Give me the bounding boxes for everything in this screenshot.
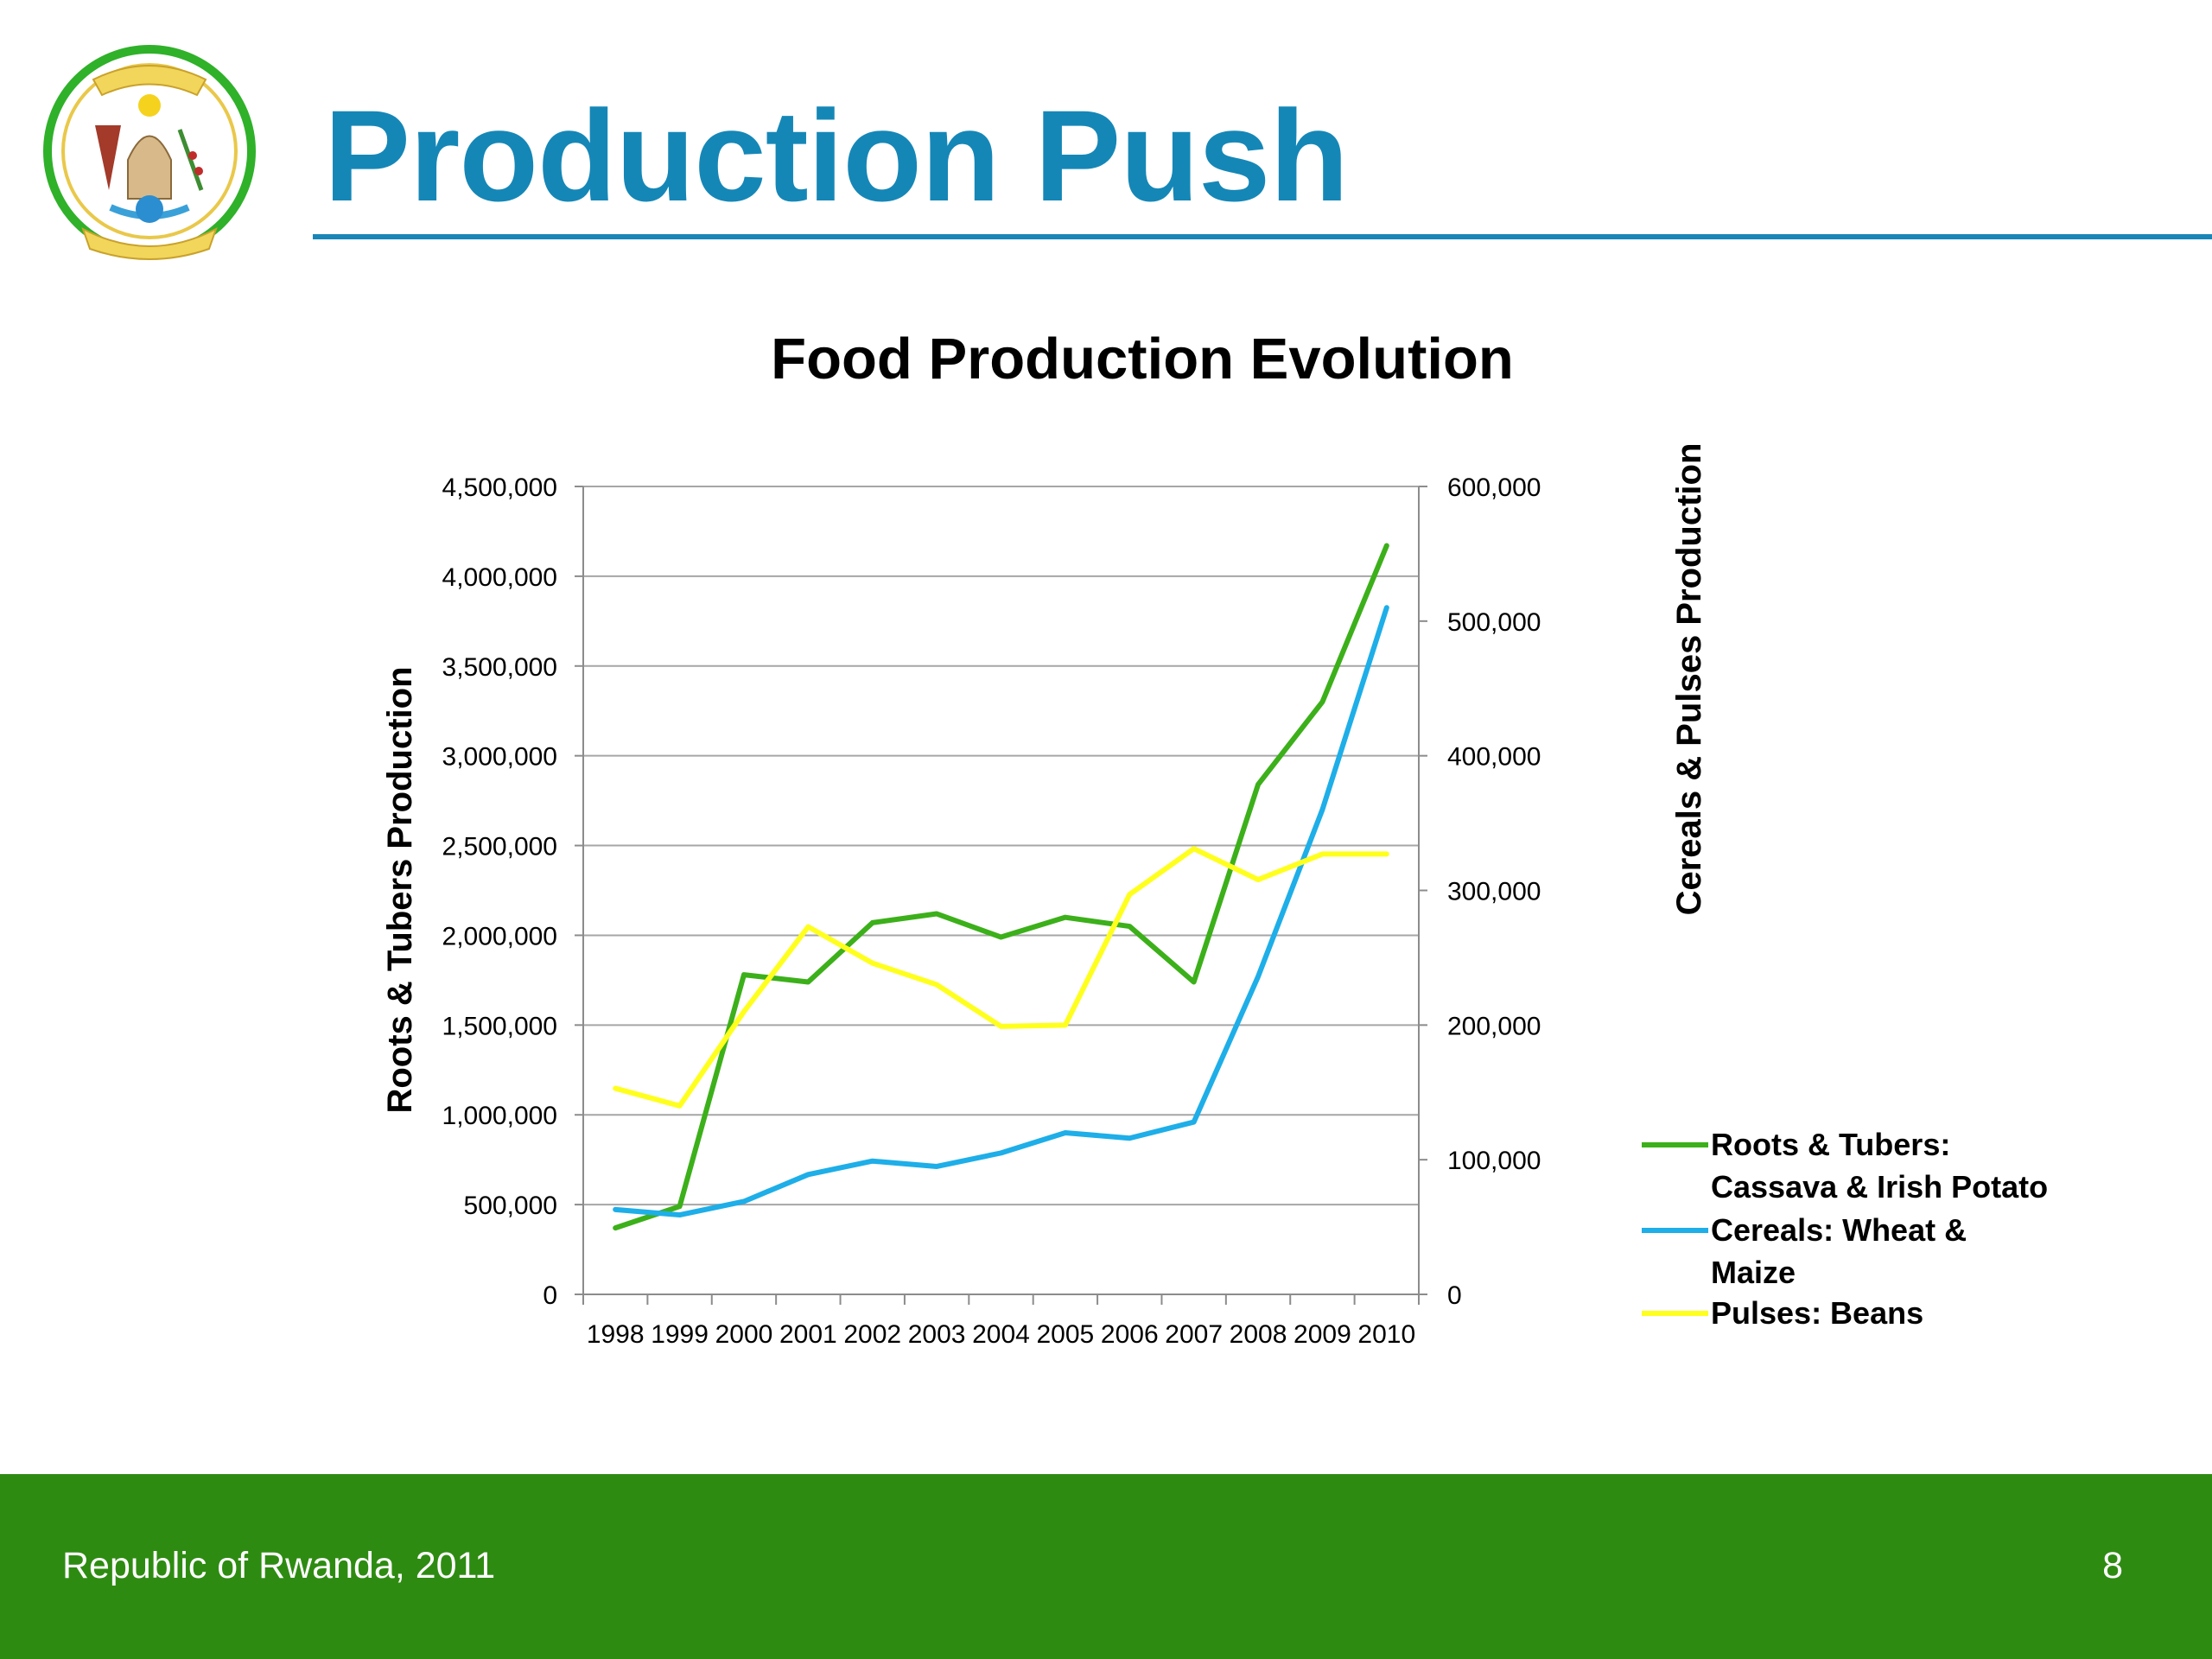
x-tick-label: 2007: [1165, 1320, 1223, 1349]
x-tick-label: 2010: [1357, 1320, 1415, 1349]
legend: Roots & Tubers: Cassava & Irish Potato Cer…: [1642, 1127, 2048, 1331]
food-production-chart: Food Production Evolution Roots & Tubers…: [381, 327, 2048, 1349]
series-lines: [613, 543, 1389, 1231]
x-tick-label: 2003: [908, 1320, 966, 1349]
y-left-tick-label: 3,000,000: [442, 743, 557, 772]
legend-label-line: Cereals: Wheat &: [1711, 1212, 1967, 1248]
y-left-tick-label: 4,000,000: [442, 563, 557, 592]
x-tick-label: 2004: [972, 1320, 1030, 1349]
y-left-tick-label: 0: [543, 1281, 557, 1310]
x-tick-label: 1998: [587, 1320, 645, 1349]
legend-label-line: Cassava & Irish Potato: [1711, 1169, 2048, 1205]
y-right-tick-label: 300,000: [1447, 878, 1541, 906]
y-axis-right-ticks: 0 100,000 200,000 300,000 400,000 500,000 600,…: [1419, 474, 1541, 1310]
legend-label: Cereals: Wheat & Maize: [1711, 1212, 1967, 1290]
x-tick-label: 2009: [1294, 1320, 1351, 1349]
page-number: 8: [2102, 1545, 2123, 1586]
y-left-tick-label: 3,500,000: [442, 653, 557, 682]
y-axis-left-label: Roots & Tubers Production: [381, 666, 419, 1113]
rwanda-coat-of-arms-logo: [43, 45, 256, 260]
x-tick-label: 1999: [651, 1320, 709, 1349]
x-tick-label: 2002: [843, 1320, 901, 1349]
x-tick-label: 2005: [1037, 1320, 1095, 1349]
legend-label-line: Maize: [1711, 1255, 1796, 1290]
y-right-tick-label: 200,000: [1447, 1012, 1541, 1040]
legend-label-line: Pulses: Beans: [1711, 1295, 1923, 1331]
x-tick-label: 2006: [1101, 1320, 1159, 1349]
y-right-tick-label: 400,000: [1447, 743, 1541, 772]
x-tick-label: 2001: [779, 1320, 837, 1349]
footer-bar: [0, 1474, 2212, 1659]
x-axis-ticks: 1998 1999 2000 2001 2002 2003 2004 2005 2006 2007…: [582, 1294, 1420, 1349]
y-axis-right-label: Cereals & Pulses Production: [1670, 443, 1708, 916]
y-left-tick-label: 1,000,000: [442, 1102, 557, 1130]
legend-label: Roots & Tubers: Cassava & Irish Potato: [1711, 1127, 2048, 1205]
y-right-tick-label: 500,000: [1447, 608, 1541, 637]
title-divider: [313, 234, 2212, 239]
legend-label-line: Roots & Tubers:: [1711, 1127, 1950, 1162]
footer-text: Republic of Rwanda, 2011: [62, 1545, 496, 1586]
series-line-1: [613, 543, 1389, 1231]
slide-title: Production Push: [324, 83, 1349, 228]
y-left-tick-label: 500,000: [464, 1192, 557, 1220]
legend-label: Pulses: Beans: [1711, 1295, 1923, 1331]
y-left-tick-label: 4,500,000: [442, 474, 557, 502]
series-line-3: [613, 846, 1389, 1109]
x-tick-label: 2008: [1230, 1320, 1287, 1349]
y-left-tick-label: 2,500,000: [442, 833, 557, 861]
y-axis-left-ticks: 0 500,000 1,000,000 1,500,000 2,000,000 2,500…: [442, 474, 583, 1310]
chart-title: Food Production Evolution: [771, 327, 1514, 391]
y-right-tick-label: 0: [1447, 1281, 1462, 1310]
y-left-tick-label: 1,500,000: [442, 1012, 557, 1040]
y-left-tick-label: 2,000,000: [442, 922, 557, 950]
y-right-tick-label: 100,000: [1447, 1147, 1541, 1175]
y-right-tick-label: 600,000: [1447, 474, 1541, 502]
x-tick-label: 2000: [715, 1320, 773, 1349]
series-line-2: [613, 605, 1389, 1218]
